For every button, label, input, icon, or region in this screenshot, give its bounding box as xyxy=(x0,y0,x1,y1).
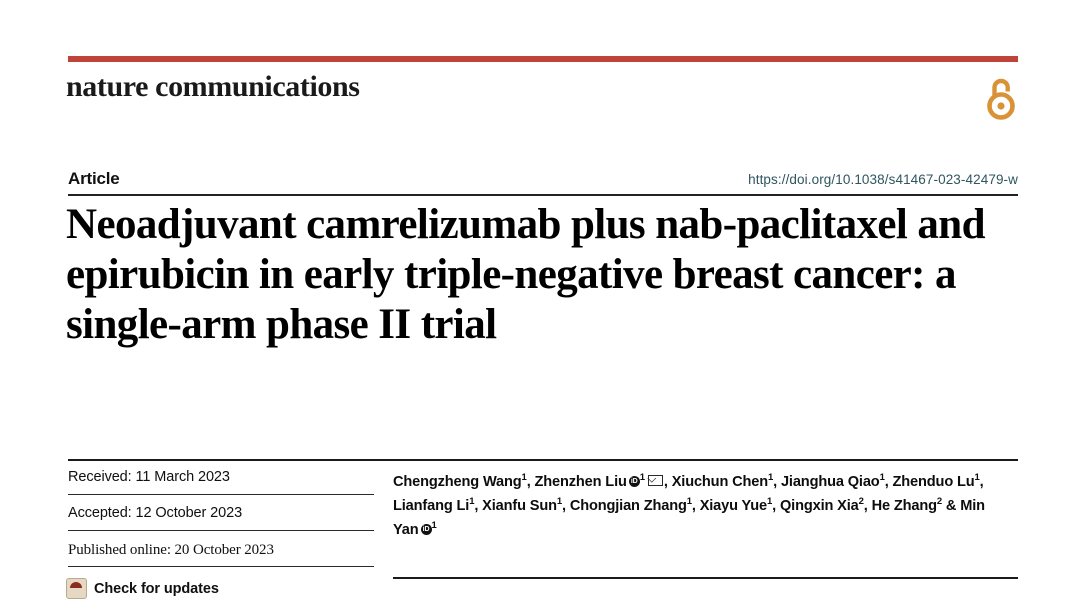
author-name[interactable]: Jianghua Qiao xyxy=(780,474,880,490)
author-name[interactable]: Chengzheng Wang xyxy=(393,474,522,490)
page-title: Neoadjuvant camrelizumab plus nab-paclit… xyxy=(66,201,985,348)
author-separator: & xyxy=(942,498,961,514)
orcid-id-icon[interactable] xyxy=(628,476,640,487)
author-name[interactable]: Qingxin Xia xyxy=(779,498,859,514)
row-divider xyxy=(68,493,374,495)
author-separator: , xyxy=(691,498,700,514)
row-divider xyxy=(68,565,374,567)
author-separator: , xyxy=(562,498,570,514)
author-separator: , xyxy=(773,474,781,490)
row-divider xyxy=(68,529,374,531)
check-for-updates-label: Check for updates xyxy=(94,580,219,597)
author-affiliation-marker: 1 xyxy=(469,496,475,508)
author-name[interactable]: Lianfang Li xyxy=(393,498,470,514)
author-separator: , xyxy=(772,498,777,514)
accepted-date: Accepted: 12 October 2023 xyxy=(68,505,243,521)
author-affiliation-marker: 1 xyxy=(686,496,692,508)
author-name[interactable]: Chongjian Zhang xyxy=(569,498,687,514)
author-list: Chengzheng Wang1, Zhenzhen Liu1, Xiuchun… xyxy=(393,470,993,542)
history-row-received: Received: 11 March 2023 xyxy=(68,459,374,495)
author-name[interactable]: Xiuchun Chen xyxy=(671,474,769,490)
history-row-published: Published online: 20 October 2023 xyxy=(68,531,374,567)
author-affiliation-marker: 1 xyxy=(768,472,774,484)
article-type-label: Article xyxy=(68,169,120,188)
crossmark-icon xyxy=(66,578,87,599)
envelope-icon[interactable] xyxy=(647,475,663,486)
author-affiliation-marker: 1 xyxy=(431,520,437,532)
author-separator: , xyxy=(474,498,483,514)
author-name[interactable]: Zhenzhen Liu xyxy=(534,474,627,490)
doi-link[interactable]: https://doi.org/10.1038/s41467-023-42479… xyxy=(748,172,1018,187)
author-separator: , xyxy=(863,498,872,514)
author-affiliation-marker: 1 xyxy=(556,496,562,508)
author-name[interactable]: Zhenduo Lu xyxy=(892,474,975,490)
brand-rule xyxy=(68,56,1018,62)
author-name[interactable]: Xianfu Sun xyxy=(482,498,557,514)
author-separator: , xyxy=(884,474,889,490)
author-affiliation-marker: 1 xyxy=(879,472,885,484)
open-access-icon[interactable] xyxy=(983,74,1019,124)
author-affiliation-marker: 2 xyxy=(858,496,864,508)
orcid-id-icon[interactable] xyxy=(420,524,432,535)
published-online-date: Published online: 20 October 2023 xyxy=(68,542,274,558)
author-affiliation-marker: 1 xyxy=(767,496,773,508)
author-name[interactable]: He Zhang xyxy=(871,498,937,514)
author-affiliation-marker: 2 xyxy=(936,496,943,508)
author-separator: , xyxy=(526,474,535,490)
author-name[interactable]: Xiayu Yue xyxy=(699,498,768,514)
publication-history: Received: 11 March 2023 Accepted: 12 Oct… xyxy=(68,459,374,567)
author-name[interactable]: Min Yan xyxy=(393,498,985,538)
author-affiliation-marker: 1 xyxy=(521,472,527,484)
author-separator: , xyxy=(663,474,672,490)
journal-masthead: nature communications xyxy=(66,70,360,103)
history-row-accepted: Accepted: 12 October 2023 xyxy=(68,495,374,531)
author-affiliation-marker: 1 xyxy=(974,472,980,484)
check-for-updates-button[interactable]: Check for updates xyxy=(66,578,219,599)
received-date: Received: 11 March 2023 xyxy=(68,469,230,485)
meta-top-divider xyxy=(68,459,1018,461)
authors-divider xyxy=(393,577,1018,579)
author-separator: , xyxy=(979,474,984,490)
header-divider xyxy=(68,194,1018,196)
author-affiliation-marker: 1 xyxy=(639,472,645,484)
